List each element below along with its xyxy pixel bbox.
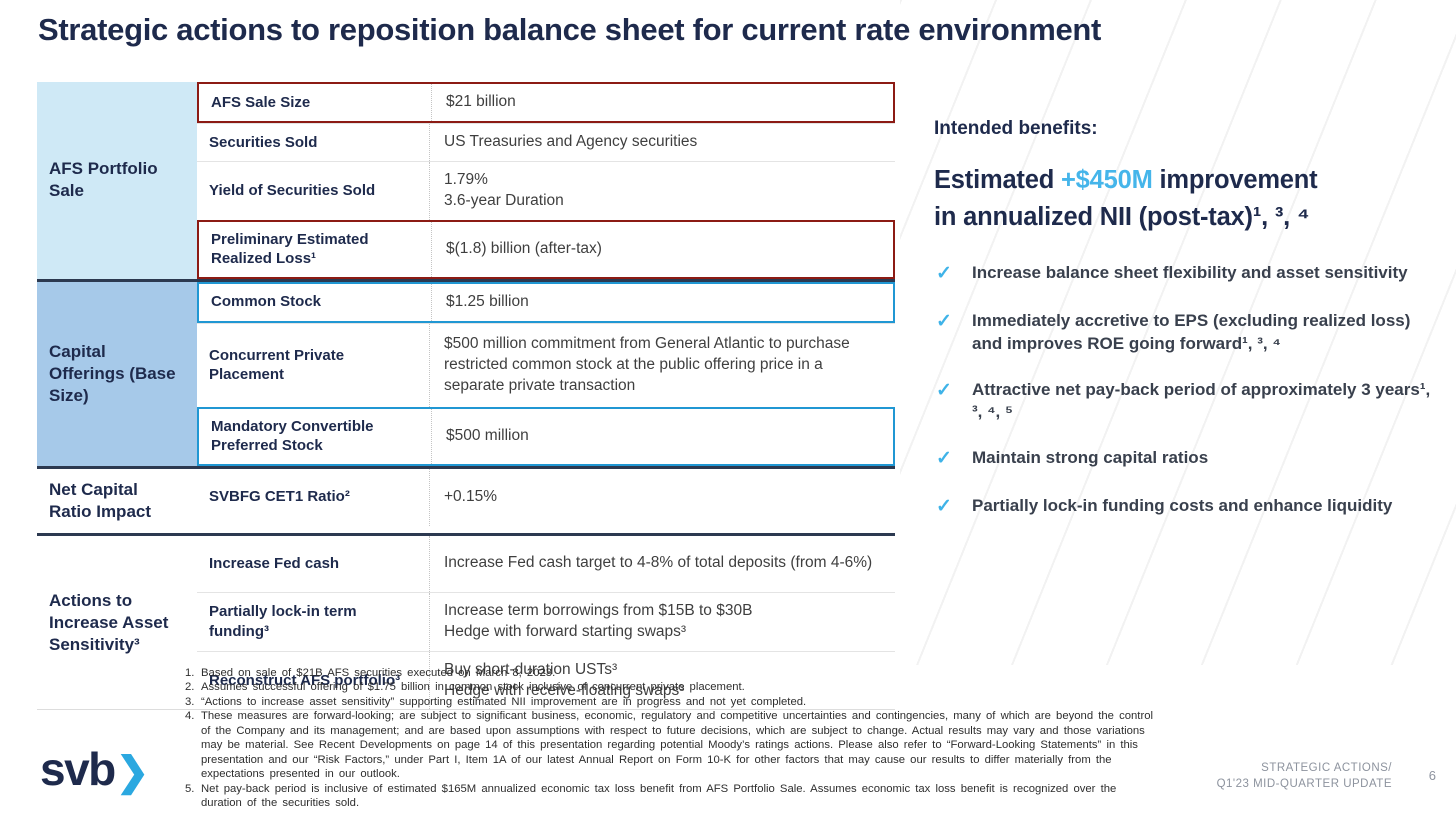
benefits-headline: Estimated +$450M improvement in annualiz… [934, 162, 1434, 236]
table-row: Concurrent Private Placement $500 millio… [197, 322, 895, 407]
row-attr: Mandatory Convertible Preferred Stock [211, 417, 374, 455]
footnote-text: Assumes successful offering of $1.75 bil… [201, 681, 745, 694]
row-value: Increase term borrowings from $15B to $3… [429, 592, 895, 651]
benefit-item: ✓ Immediately accretive to EPS (excludin… [934, 310, 1434, 356]
check-icon: ✓ [936, 448, 952, 470]
footnote-text: Based on sale of $21B AFS securities exe… [201, 667, 556, 679]
benefit-item: ✓ Partially lock-in funding costs and en… [934, 495, 1434, 520]
chevron-icon: ❯ [115, 750, 150, 794]
logo-text: svb [40, 743, 116, 795]
row-value: $1.25 billion [431, 283, 893, 321]
group-label: Capital Offerings (Base Size) [37, 281, 197, 466]
footer-label: STRATEGIC ACTIONS/ Q1'23 MID-QUARTER UPD… [1217, 760, 1392, 792]
footnote-item: 4. These measures are forward-looking; a… [185, 709, 1157, 781]
benefit-text: Partially lock-in funding costs and enha… [972, 496, 1393, 516]
benefit-item: ✓ Attractive net pay-back period of appr… [934, 379, 1434, 425]
benefit-item: ✓ Maintain strong capital ratios [934, 447, 1434, 472]
group-label: Net Capital Ratio Impact [49, 479, 152, 521]
table-row: SVBFG CET1 Ratio² +0.15% [197, 468, 895, 526]
benefit-item: ✓ Increase balance sheet flexibility and… [934, 262, 1434, 287]
strategy-table: AFS Portfolio Sale AFS Sale Size $21 bil… [37, 82, 895, 711]
footer-line1: STRATEGIC ACTIONS/ [1261, 762, 1392, 774]
table-row: Increase Fed cash Increase Fed cash targ… [197, 535, 895, 592]
table-group-net-capital-ratio: Net Capital Ratio Impact SVBFG CET1 Rati… [37, 468, 895, 533]
headline-accent: +$450M [1060, 166, 1153, 194]
group-label: AFS Portfolio Sale [37, 82, 197, 279]
row-attr: Securities Sold [209, 133, 318, 151]
benefit-text: Increase balance sheet flexibility and a… [972, 262, 1408, 282]
group-divider [37, 278, 895, 282]
benefit-text: Attractive net pay-back period of approx… [972, 379, 1431, 422]
row-value: $500 million [431, 408, 893, 464]
footnote-number: 3. [185, 695, 195, 708]
row-value: Buy short-duration USTs³ Hedge with rece… [429, 651, 895, 710]
table-group-capital-offerings: Capital Offerings (Base Size) Common Sto… [37, 281, 895, 466]
slide-title: Strategic actions to reposition balance … [38, 12, 1102, 47]
row-value: Increase Fed cash target to 4-8% of tota… [429, 535, 895, 592]
row-attr: Reconstruct AFS portfolio³ [209, 671, 401, 689]
check-icon: ✓ [936, 379, 952, 401]
row-attr: Preliminary Estimated Realized Loss¹ [211, 230, 369, 268]
row-attr: Increase Fed cash [209, 555, 340, 573]
table-row: Yield of Securities Sold 1.79% 3.6-year … [197, 160, 895, 220]
headline-part: Estimated [934, 166, 1061, 194]
footnote-item: 1. Based on sale of $21B AFS securities … [185, 666, 1157, 680]
footnote-number: 5. [185, 782, 195, 795]
group-divider [37, 465, 895, 469]
benefits-panel: Intended benefits: Estimated +$450M impr… [934, 118, 1434, 543]
row-attr: Common Stock [211, 293, 322, 311]
footnote-item: 2. Assumes successful offering of $1.75 … [185, 680, 1157, 694]
table-group-afs-portfolio-sale: AFS Portfolio Sale AFS Sale Size $21 bil… [37, 82, 895, 279]
row-value: $21 billion [431, 84, 893, 121]
benefits-heading: Intended benefits: [934, 118, 1098, 139]
benefit-text: Maintain strong capital ratios [972, 448, 1209, 468]
footnote-text: “Actions to increase asset sensitivity” … [201, 695, 807, 708]
footnote-number: 4. [185, 710, 195, 723]
row-value: $500 million commitment from General Atl… [429, 323, 895, 407]
row-value: US Treasuries and Agency securities [429, 123, 895, 161]
row-value: 1.79% 3.6-year Duration [429, 161, 895, 220]
table-bottom-edge [37, 709, 895, 711]
check-icon: ✓ [936, 262, 952, 284]
benefit-text: Immediately accretive to EPS (excluding … [972, 310, 1411, 353]
footer-line2: Q1'23 MID-QUARTER UPDATE [1216, 778, 1392, 791]
footnote-number: 1. [185, 667, 195, 679]
table-group-asset-sensitivity: Actions to Increase Asset Sensitivity³ I… [37, 535, 895, 710]
check-icon: ✓ [936, 496, 952, 518]
row-value: +0.15% [429, 468, 895, 526]
group-divider [37, 532, 895, 536]
footnote-item: 3. “Actions to increase asset sensitivit… [185, 695, 1157, 709]
table-row: Preliminary Estimated Realized Loss¹ $(1… [197, 219, 895, 279]
footnote-text: Net pay-back period is inclusive of esti… [201, 782, 1117, 810]
table-row: Common Stock $1.25 billion [197, 281, 895, 323]
footnote-item: 5. Net pay-back period is inclusive of e… [185, 782, 1157, 811]
headline-part: improvement in annualized NII (post-tax)… [934, 166, 1318, 231]
group-label: Actions to Increase Asset Sensitivity³ [49, 590, 169, 654]
page-number: 6 [1428, 768, 1436, 783]
footnote-number: 2. [185, 681, 195, 694]
row-value: $(1.8) billion (after-tax) [431, 221, 893, 277]
table-row: Partially lock-in term funding³ Increase… [197, 591, 895, 651]
row-attr: Concurrent Private Placement [209, 346, 345, 384]
row-attr: Partially lock-in term funding³ [209, 603, 357, 640]
table-row: Reconstruct AFS portfolio³ Buy short-dur… [197, 650, 895, 710]
check-icon: ✓ [936, 310, 952, 332]
footnotes: 1. Based on sale of $21B AFS securities … [185, 666, 1157, 811]
table-row: Securities Sold US Treasuries and Agency… [197, 122, 895, 161]
svb-logo: svb❯ [40, 742, 149, 796]
table-row: AFS Sale Size $21 billion [197, 82, 895, 123]
row-attr: Yield of Securities Sold [209, 182, 376, 200]
table-row: Mandatory Convertible Preferred Stock $5… [197, 406, 895, 466]
row-attr: SVBFG CET1 Ratio² [209, 488, 350, 506]
footnote-text: These measures are forward-looking; are … [201, 710, 1154, 781]
row-attr: AFS Sale Size [211, 93, 311, 111]
